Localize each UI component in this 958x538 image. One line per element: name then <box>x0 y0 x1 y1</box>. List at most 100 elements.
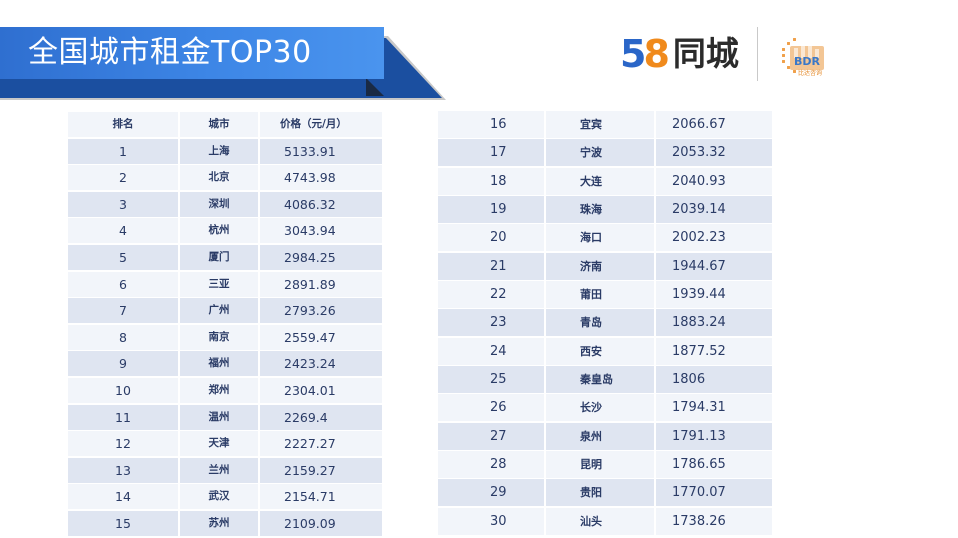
table-row: 27 泉州 1791.13 <box>438 422 772 451</box>
rent-table-left: 排名 城市 价格（元/月） 1 上海 5133.91 2 北京 4743.98 … <box>68 112 382 538</box>
city-cell: 贵阳 <box>546 479 654 507</box>
table-row: 14 武汉 2154.71 <box>68 484 382 511</box>
price-cell: 2039.14 <box>656 196 772 224</box>
city-cell: 武汉 <box>180 484 258 510</box>
price-cell: 2002.23 <box>656 224 772 252</box>
price-cell: 2891.89 <box>260 271 382 297</box>
city-cell: 苏州 <box>180 510 258 536</box>
table-row: 20 海口 2002.23 <box>438 224 772 252</box>
logo-58-number: 58 <box>620 32 670 76</box>
table-row: 9 福州 2423.24 <box>68 351 382 378</box>
rank-cell: 20 <box>438 224 544 252</box>
table-row: 11 温州 2269.4 <box>68 404 382 432</box>
rank-cell: 14 <box>68 484 178 510</box>
price-cell: 2984.25 <box>260 244 382 270</box>
rank-cell: 18 <box>438 167 544 195</box>
city-cell: 北京 <box>180 165 258 191</box>
price-cell: 2559.47 <box>260 324 382 350</box>
price-cell: 1883.24 <box>656 309 772 337</box>
table-row: 17 宁波 2053.32 <box>438 139 772 167</box>
city-cell: 西安 <box>546 337 654 365</box>
price-cell: 2423.24 <box>260 351 382 377</box>
rank-cell: 12 <box>68 431 178 457</box>
price-cell: 2066.67 <box>656 111 772 138</box>
city-cell: 福州 <box>180 351 258 377</box>
rank-cell: 10 <box>68 377 178 403</box>
price-cell: 2304.01 <box>260 377 382 403</box>
city-cell: 珠海 <box>546 196 654 224</box>
header-city: 城市 <box>180 112 258 137</box>
price-cell: 1786.65 <box>656 451 772 479</box>
bdr-logo-text: BDR <box>794 55 821 68</box>
rank-cell: 27 <box>438 422 544 450</box>
city-cell: 泉州 <box>546 422 654 450</box>
rank-cell: 11 <box>68 404 178 430</box>
rank-cell: 4 <box>68 218 178 244</box>
table-row: 30 汕头 1738.26 <box>438 507 772 536</box>
city-cell: 莆田 <box>546 281 654 309</box>
logo-58-text: 同城 <box>672 34 739 73</box>
rank-cell: 7 <box>68 298 178 324</box>
price-cell: 2109.09 <box>260 510 382 536</box>
rank-cell: 29 <box>438 479 544 507</box>
table-row: 25 秦皇岛 1806 <box>438 366 772 394</box>
price-cell: 2793.26 <box>260 298 382 324</box>
rank-cell: 28 <box>438 451 544 479</box>
city-cell: 深圳 <box>180 191 258 217</box>
bdr-logo-icon: BDR <box>782 38 824 73</box>
city-cell: 济南 <box>546 252 654 280</box>
table-row: 19 珠海 2039.14 <box>438 196 772 224</box>
price-cell: 4743.98 <box>260 165 382 191</box>
city-cell: 大连 <box>546 167 654 195</box>
city-cell: 三亚 <box>180 271 258 297</box>
price-cell: 1770.07 <box>656 479 772 507</box>
city-cell: 兰州 <box>180 457 258 483</box>
rank-cell: 21 <box>438 252 544 280</box>
price-cell: 2227.27 <box>260 431 382 457</box>
price-cell: 1877.52 <box>656 337 772 365</box>
city-cell: 郑州 <box>180 377 258 403</box>
price-cell: 1939.44 <box>656 281 772 309</box>
price-cell: 1944.67 <box>656 252 772 280</box>
table-row: 24 西安 1877.52 <box>438 337 772 366</box>
table-row: 1 上海 5133.91 <box>68 138 382 166</box>
table-row: 12 天津 2227.27 <box>68 431 382 458</box>
price-cell: 2040.93 <box>656 167 772 195</box>
rank-cell: 8 <box>68 324 178 350</box>
table-header-row: 排名 城市 价格（元/月） <box>68 112 382 139</box>
rank-cell: 23 <box>438 309 544 337</box>
city-cell: 汕头 <box>546 507 654 535</box>
header-rank: 排名 <box>68 112 178 137</box>
price-cell: 2159.27 <box>260 457 382 483</box>
table-row: 21 济南 1944.67 <box>438 252 772 281</box>
table-row: 8 南京 2559.47 <box>68 324 382 352</box>
rank-cell: 3 <box>68 191 178 217</box>
rank-cell: 26 <box>438 394 544 422</box>
header-price: 价格（元/月） <box>260 112 382 137</box>
table-row: 22 莆田 1939.44 <box>438 281 772 309</box>
city-cell: 厦门 <box>180 244 258 270</box>
table-row: 7 广州 2793.26 <box>68 298 382 325</box>
logo-divider <box>757 27 758 81</box>
price-cell: 1806 <box>656 366 772 394</box>
rank-cell: 15 <box>68 510 178 536</box>
city-cell: 秦皇岛 <box>546 366 654 394</box>
city-cell: 上海 <box>180 138 258 164</box>
table-row: 16 宜宾 2066.67 <box>438 111 772 139</box>
price-cell: 1794.31 <box>656 394 772 422</box>
table-row: 15 苏州 2109.09 <box>68 510 382 538</box>
city-cell: 杭州 <box>180 218 258 244</box>
rank-cell: 24 <box>438 337 544 365</box>
city-cell: 海口 <box>546 224 654 252</box>
rent-table-right: 16 宜宾 2066.67 17 宁波 2053.32 18 大连 2040.9… <box>438 111 772 536</box>
rank-cell: 6 <box>68 271 178 297</box>
table-row: 18 大连 2040.93 <box>438 167 772 196</box>
city-cell: 天津 <box>180 431 258 457</box>
rank-cell: 13 <box>68 457 178 483</box>
rank-cell: 30 <box>438 507 544 535</box>
bdr-logo-subtitle: 比达咨询 <box>797 70 822 77</box>
city-cell: 宜宾 <box>546 111 654 138</box>
table-row: 23 青岛 1883.24 <box>438 309 772 337</box>
city-cell: 昆明 <box>546 451 654 479</box>
price-cell: 1791.13 <box>656 422 772 450</box>
